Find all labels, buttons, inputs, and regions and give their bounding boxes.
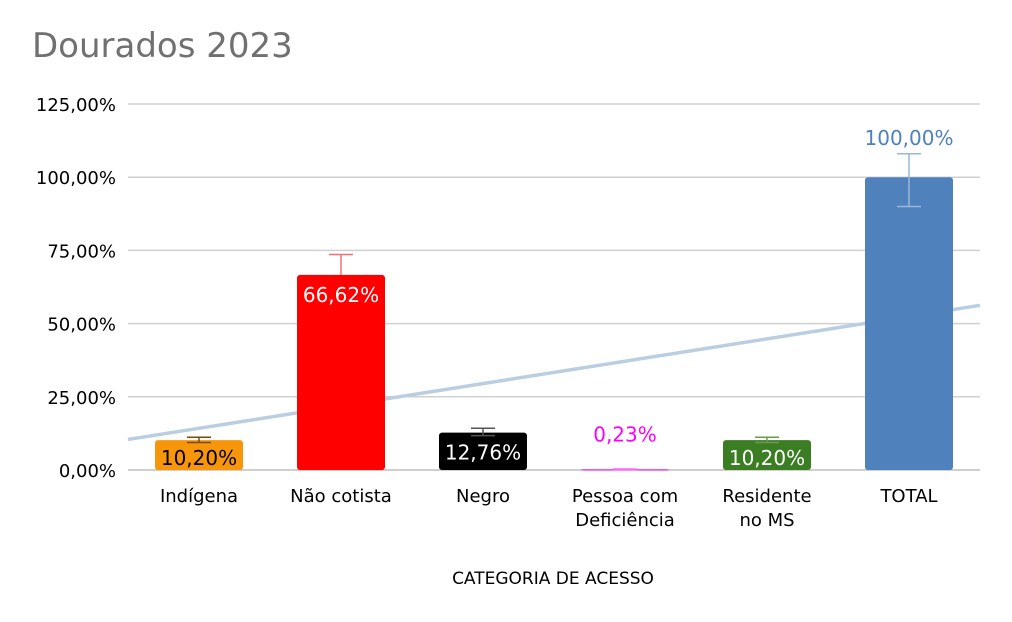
bar bbox=[723, 440, 811, 470]
x-axis-title: CATEGORIA DE ACESSO bbox=[452, 569, 654, 589]
gridlines bbox=[128, 103, 980, 471]
data-label: 100,00% bbox=[865, 126, 954, 150]
x-category-label: Pessoa com Deficiência bbox=[572, 486, 678, 531]
x-category-label: Indígena bbox=[160, 486, 238, 507]
y-tick-label: 125,00% bbox=[36, 95, 116, 116]
bar bbox=[155, 440, 243, 470]
data-label: 0,23% bbox=[593, 422, 657, 446]
data-label: 10,20% bbox=[729, 446, 805, 470]
data-label: 10,20% bbox=[161, 446, 237, 470]
x-category-label: Negro bbox=[456, 486, 510, 507]
x-category-label: TOTAL bbox=[879, 486, 937, 507]
x-category-label: Não cotista bbox=[290, 486, 392, 507]
y-tick-label: 50,00% bbox=[47, 315, 116, 336]
y-tick-label: 75,00% bbox=[47, 241, 116, 262]
bar bbox=[297, 274, 385, 470]
y-tick-label: 0,00% bbox=[59, 461, 116, 482]
y-tick-label: 100,00% bbox=[36, 168, 116, 189]
trendline-layer bbox=[127, 303, 981, 442]
x-category-labels: Indígena Não cotista Negro Pessoa com Defici… bbox=[160, 486, 938, 531]
error-bars bbox=[187, 153, 921, 471]
bars bbox=[155, 177, 953, 471]
data-label: 12,76% bbox=[445, 441, 521, 465]
trendline bbox=[127, 303, 981, 442]
bar bbox=[865, 177, 953, 470]
x-category-label: Residente no MS bbox=[722, 486, 811, 531]
data-labels: 10,20% 66,62% 12,76% 0,23% 10,20% 100,00% bbox=[161, 126, 954, 470]
data-label: 66,62% bbox=[303, 283, 379, 307]
bar bbox=[439, 432, 527, 470]
chart-title: Dourados 2023 bbox=[32, 26, 293, 66]
y-tick-labels: 0,00% 25,00% 50,00% 75,00% 100,00% 125,00% bbox=[36, 95, 116, 482]
y-tick-label: 25,00% bbox=[47, 388, 116, 409]
